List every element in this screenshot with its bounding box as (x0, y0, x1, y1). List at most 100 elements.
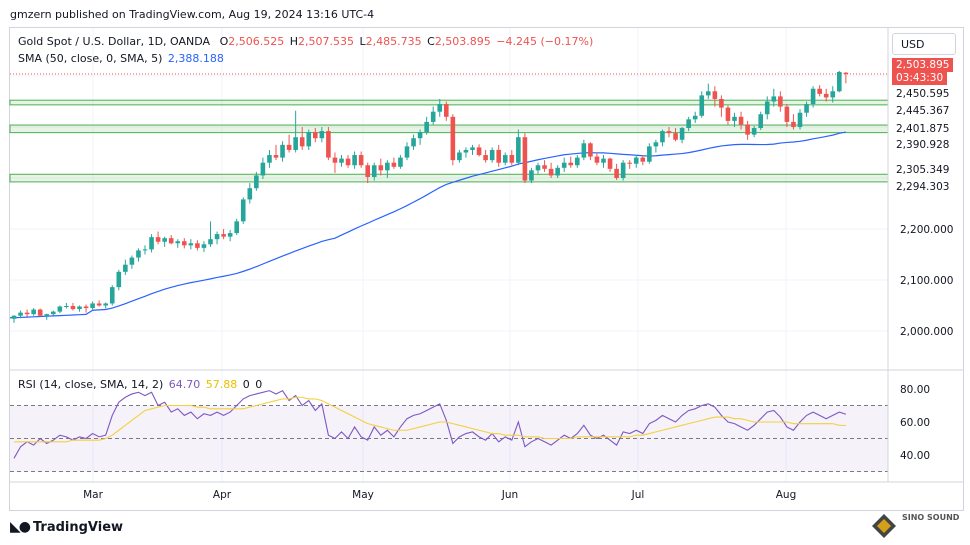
candle (37, 308, 43, 317)
candle (666, 127, 672, 138)
candle (686, 116, 691, 132)
sma-line (10, 131, 846, 319)
candle-body (653, 142, 659, 147)
candle-body (457, 152, 462, 161)
candle (103, 302, 108, 309)
candle-body (430, 111, 436, 122)
candle-body (725, 107, 731, 121)
candle-body (764, 101, 770, 115)
candle (77, 305, 82, 312)
candle-body (201, 244, 207, 248)
candle (706, 83, 711, 99)
candle (365, 162, 370, 184)
candle-body (738, 116, 744, 125)
open-label: O (219, 35, 229, 48)
candle (273, 144, 279, 161)
candle (712, 86, 718, 107)
level-tag: 2,445.367 (896, 105, 950, 117)
currency-button[interactable]: USD (892, 33, 956, 55)
candle (516, 129, 521, 166)
candle (221, 229, 226, 240)
candle (660, 129, 665, 147)
candle-body (162, 238, 167, 242)
candle (804, 101, 809, 117)
candle (319, 127, 325, 143)
candle-body (149, 237, 154, 250)
candle-body (817, 88, 822, 94)
axes: 2,000.000 2,100.000 2,200.000 40.00 60.00 80.… (10, 28, 964, 501)
candle (339, 155, 344, 167)
candle (404, 142, 410, 161)
candle-body (496, 149, 501, 163)
candle-body (273, 155, 279, 158)
countdown-tag: 03:43:30 (892, 71, 948, 85)
candle (299, 127, 305, 150)
candle-body (450, 116, 456, 161)
candle-body (398, 157, 403, 167)
candle-body (129, 257, 135, 265)
candle (417, 129, 423, 145)
candle-body (385, 162, 390, 171)
candle-body (830, 91, 836, 98)
candle-body (588, 143, 593, 157)
support-resistance-zone (9, 173, 889, 183)
candle-body (267, 155, 272, 163)
candle (633, 155, 639, 168)
candle (837, 70, 842, 93)
candle-body (70, 306, 76, 310)
candle (83, 304, 89, 313)
candle (70, 302, 76, 311)
month-tick-label: Jun (501, 489, 518, 501)
candle-body (90, 303, 95, 309)
last-price-tag: 2,503.895 (892, 58, 954, 72)
candle-body (647, 146, 652, 162)
candle-body (751, 128, 757, 135)
high-value: 2,507.535 (298, 35, 354, 48)
candle (129, 255, 135, 269)
high-label: H (289, 35, 299, 48)
candle (496, 144, 501, 167)
candle (267, 149, 272, 168)
symbol-label[interactable]: Gold Spot / U.S. Dollar, 1D, OANDA (18, 35, 211, 48)
candle-body (417, 132, 423, 139)
candle-body (227, 233, 233, 237)
candle (830, 86, 836, 103)
candle-body (627, 162, 632, 164)
candle-body (168, 238, 174, 244)
candle-body (778, 96, 783, 107)
candle-body (745, 124, 750, 135)
candle (555, 165, 560, 178)
candle (24, 309, 30, 317)
support-resistance-zone (9, 99, 889, 106)
candle (208, 221, 213, 247)
candle-body (365, 165, 370, 177)
rsi-label[interactable]: RSI (14, close, SMA, 14, 2) (18, 378, 164, 391)
sma-value: 2,388.188 (167, 52, 224, 65)
candle (542, 160, 547, 172)
sma-label[interactable]: SMA (50, close, 0, SMA, 5) (18, 52, 163, 65)
rsi-extra-2: 0 (255, 378, 263, 391)
candle (764, 96, 770, 120)
candle-body (208, 239, 213, 245)
candle-body (837, 71, 842, 92)
candle (201, 241, 207, 252)
candle-body (11, 315, 17, 319)
candle-body (437, 104, 443, 112)
candle (673, 128, 678, 142)
candle (123, 259, 128, 275)
candle (778, 91, 783, 112)
candle (627, 160, 632, 169)
candle-body (332, 157, 338, 163)
rsi-value: 64.70 (168, 378, 201, 391)
candle (470, 144, 475, 156)
candle (424, 116, 429, 135)
candle (109, 285, 115, 306)
candle-body (345, 158, 351, 166)
rsi-sma-line (14, 396, 846, 443)
tradingview-logo[interactable]: ◣● TradingView (10, 519, 123, 535)
candle (247, 183, 253, 204)
candle (64, 302, 69, 309)
rsi-tick-label: 40.00 (900, 450, 930, 462)
candle-body (601, 158, 606, 163)
